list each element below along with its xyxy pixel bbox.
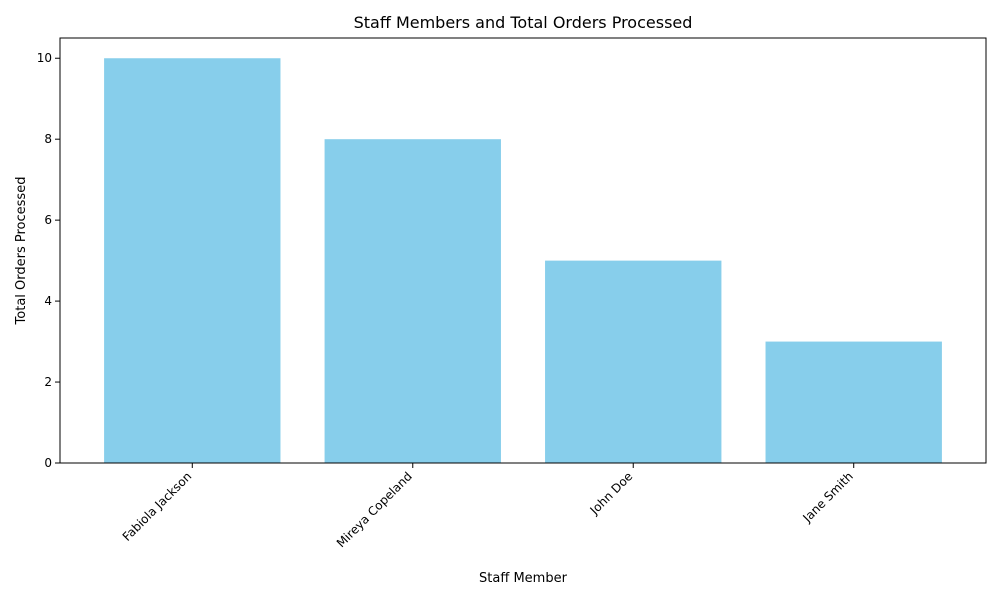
- plot-frame: [59, 37, 987, 464]
- x-tick-label: Jane Smith: [800, 469, 856, 525]
- bar-1: [104, 58, 281, 463]
- x-tick-label: John Doe: [587, 469, 636, 518]
- y-tick-label: 0: [44, 456, 52, 470]
- y-tick-label: 10: [37, 51, 52, 65]
- y-tick-label: 4: [44, 294, 52, 308]
- x-axis-ticks: Fabiola Jackson Mireya Copeland John Doe Ja…: [120, 463, 856, 550]
- x-tick-label: Mireya Copeland: [334, 469, 415, 550]
- bar-2: [324, 139, 501, 463]
- y-axis-ticks: 0 2 4 6 8 10: [37, 51, 60, 470]
- y-axis-label: Total Orders Processed: [14, 177, 29, 326]
- bars: [104, 58, 942, 463]
- x-axis-label: Staff Member: [479, 571, 568, 586]
- y-tick-label: 2: [44, 375, 52, 389]
- y-tick-label: 6: [44, 213, 52, 227]
- bar-4: [765, 341, 942, 463]
- x-tick-label: Fabiola Jackson: [120, 469, 195, 544]
- bar-3: [545, 260, 722, 463]
- chart-title: Staff Members and Total Orders Processed: [354, 13, 693, 32]
- y-tick-label: 8: [44, 132, 52, 146]
